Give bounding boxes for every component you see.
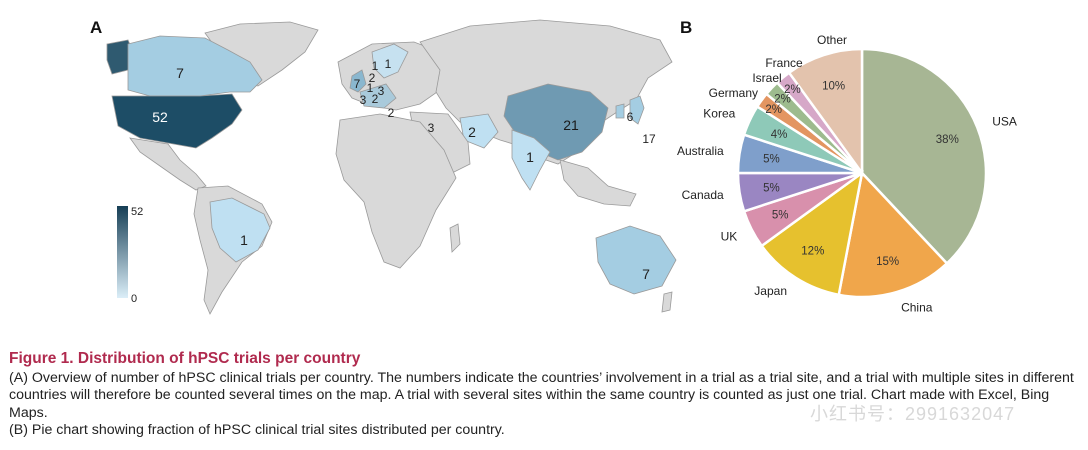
- pie-percent-france: 2%: [784, 84, 801, 96]
- pie-chart: 38% 15% 12% 5% 5% 5% 4% 2%2%2% 10% USA China Japan…: [677, 33, 1017, 314]
- pie-label-israel: Israel: [752, 71, 781, 85]
- color-scale-bar: [117, 206, 128, 298]
- caption-panel-a: (A) Overview of number of hPSC clinical …: [9, 369, 1074, 421]
- count-australia: 7: [642, 266, 650, 282]
- count-denmark: 2: [369, 71, 376, 85]
- count-czechia: 3: [378, 84, 385, 98]
- count-belgium: 3: [360, 93, 367, 107]
- country-count-labels: 7 52 1 7 21 1 2 17 6 3 2 7 1 1 2 1 3 2 3: [152, 57, 656, 282]
- land-masses: [106, 19, 677, 315]
- count-germany: 2: [372, 92, 379, 106]
- pie-label-other: Other: [817, 33, 847, 47]
- country-uk: [349, 69, 367, 93]
- count-sweden: 1: [385, 57, 392, 71]
- country-india: [511, 129, 551, 191]
- count-usa: 52: [152, 109, 168, 125]
- pie-percent-korea: 4%: [771, 129, 788, 141]
- count-uk: 7: [354, 77, 361, 91]
- pie-percent-japan: 12%: [801, 246, 824, 258]
- country-scandinavia: [371, 43, 409, 79]
- color-scale-max-label: 52: [131, 206, 143, 218]
- count-canada: 7: [176, 65, 184, 81]
- pie-label-korea: Korea: [703, 106, 735, 120]
- pie-name-labels: USA China Japan UK Canada Australia Korea Germa…: [677, 33, 1017, 314]
- count-iran: 2: [468, 124, 476, 140]
- country-usa: [111, 93, 243, 149]
- count-norway: 1: [372, 59, 379, 73]
- pie-percent-israel: 2%: [774, 93, 791, 105]
- country-new-zealand: [661, 291, 673, 313]
- count-india: 1: [526, 149, 534, 165]
- pie-slice-usa: [860, 47, 988, 266]
- pie-label-china: China: [901, 300, 933, 314]
- pie-percent-usa: 38%: [936, 134, 959, 146]
- pie-label-germany: Germany: [709, 86, 758, 100]
- pie-label-france: France: [765, 56, 803, 70]
- country-australia: [595, 225, 677, 295]
- panel-letter-a: A: [90, 18, 103, 37]
- pie-percent-other: 10%: [822, 81, 845, 93]
- count-israel: 3: [428, 121, 435, 135]
- pie-slices: [736, 47, 988, 299]
- count-greece: 2: [388, 106, 395, 120]
- pie-percent-canada: 5%: [763, 182, 780, 194]
- panel-letter-b: B: [680, 18, 693, 37]
- pie-slice-china: [837, 170, 949, 299]
- pie-percent-germany: 2%: [765, 104, 782, 116]
- world-map: 52 0 7 52 1 7 21 1 2 17 6 3 2 7 1 1 2 1 …: [106, 19, 677, 315]
- pie-label-uk: UK: [721, 230, 738, 244]
- country-western-europe: [359, 83, 397, 109]
- color-scale-min-label: 0: [131, 293, 137, 305]
- count-brazil: 1: [240, 232, 248, 248]
- country-korea: [615, 103, 625, 119]
- figure-caption: Figure 1. Distribution of hPSC trials pe…: [9, 350, 1081, 440]
- pie-percent-australia: 5%: [763, 154, 780, 166]
- count-china: 21: [563, 117, 579, 133]
- pie-percent-uk: 5%: [772, 210, 789, 222]
- count-korea: 6: [627, 110, 634, 124]
- pie-label-canada: Canada: [682, 188, 724, 202]
- caption-panel-b: (B) Pie chart showing fraction of hPSC c…: [9, 422, 505, 438]
- pie-percent-labels: 38% 15% 12% 5% 5% 5% 4% 2%2%2% 10%: [763, 81, 959, 268]
- pie-label-australia: Australia: [677, 144, 724, 158]
- continent-africa: [335, 113, 457, 269]
- pie-slice-other: [787, 47, 864, 177]
- pie-percent-china: 15%: [876, 256, 899, 268]
- caption-title: Figure 1. Distribution of hPSC trials pe…: [9, 350, 361, 367]
- count-japan: 17: [642, 132, 656, 146]
- count-netherlands: 1: [367, 81, 374, 95]
- country-madagascar: [449, 223, 461, 253]
- region-southeast-asia: [559, 159, 637, 207]
- pie-slice-japan: [759, 170, 864, 297]
- pie-label-usa: USA: [992, 115, 1017, 129]
- country-canada: [127, 35, 263, 97]
- watermark-text: 小红书号：2991632047: [810, 404, 1016, 424]
- pie-label-japan: Japan: [754, 284, 787, 298]
- country-brazil: [209, 197, 271, 263]
- country-japan: [629, 95, 645, 125]
